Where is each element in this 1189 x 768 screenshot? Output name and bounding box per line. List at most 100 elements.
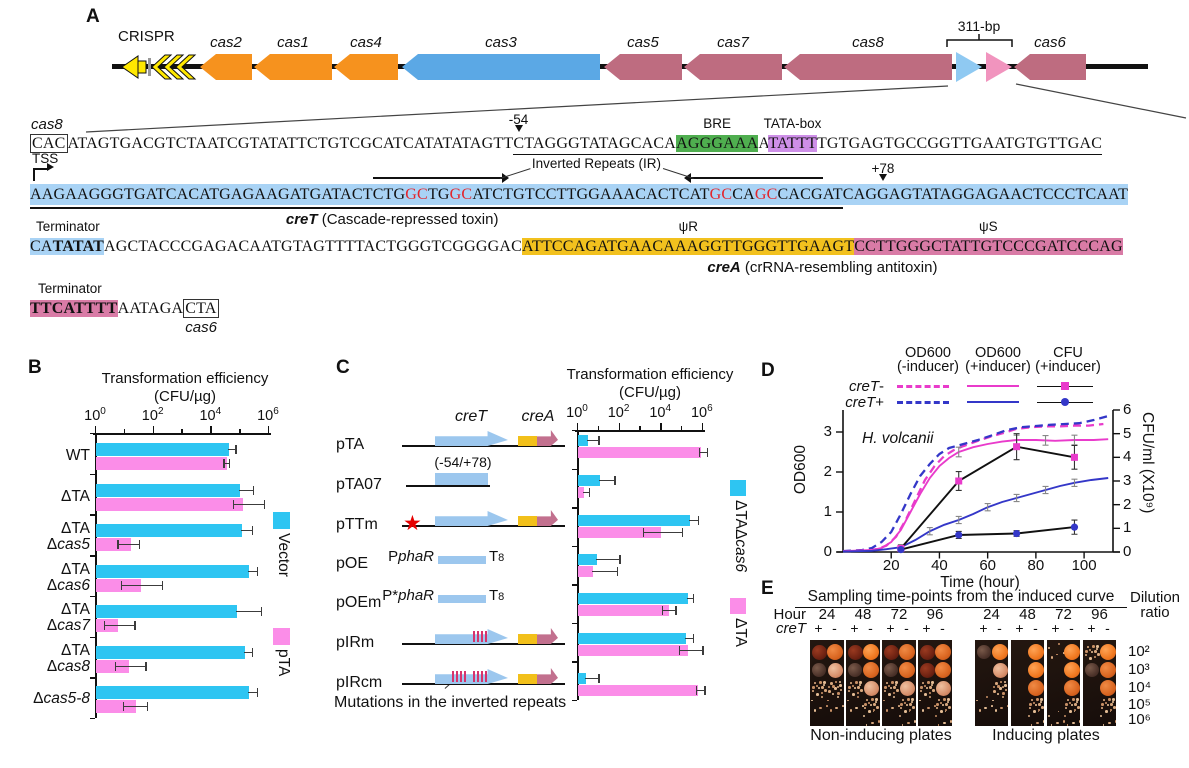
cret-minus-sign: - bbox=[1033, 620, 1038, 636]
terminator2-seq: TTCATTTT bbox=[30, 300, 118, 317]
gene-label-cas2: cas2 bbox=[210, 34, 242, 51]
colony-dot bbox=[864, 707, 866, 709]
seq-segment: ATAGTGACGTCTAATCGTATATTCTGTCGCATCATATATA… bbox=[67, 135, 514, 152]
colony-dot bbox=[994, 709, 998, 712]
error-bar bbox=[643, 531, 683, 534]
gene-label-cas7: cas7 bbox=[717, 34, 749, 51]
psiS-seq: CCTTGGGCTATTGTCCCGATCCCAG bbox=[854, 238, 1123, 255]
panel-b-title: Transformation efficiency bbox=[101, 370, 269, 387]
bar-ΔTA bbox=[578, 645, 689, 656]
colony-spot bbox=[883, 644, 899, 660]
construct-label-pIRm: pIRm bbox=[336, 634, 375, 651]
error-bar bbox=[598, 479, 616, 482]
creA-box bbox=[518, 634, 537, 644]
d-xaxis-label: Time (hour) bbox=[940, 574, 1020, 591]
colony-dot bbox=[839, 684, 842, 687]
bar-ΔTAΔcas6 bbox=[578, 515, 691, 526]
ir-mutation-stripe bbox=[473, 671, 476, 682]
fragment-note: (-54/+78) bbox=[434, 454, 492, 470]
ir1-arrow-icon bbox=[372, 172, 510, 184]
error-cap bbox=[643, 528, 645, 537]
group-tick bbox=[90, 514, 95, 516]
error-cap bbox=[707, 448, 709, 457]
error-cap bbox=[598, 436, 600, 445]
colony-dot bbox=[864, 703, 867, 706]
error-cap bbox=[256, 567, 259, 576]
colony-spot bbox=[1100, 680, 1116, 696]
colony-dot bbox=[1079, 720, 1080, 723]
colony-dot bbox=[1057, 642, 1060, 646]
colony-dot bbox=[991, 705, 993, 707]
colony-dot bbox=[1101, 707, 1103, 709]
colony-dot bbox=[948, 706, 951, 709]
legend-label-dtadcas6: ΔTAΔcas6 bbox=[732, 500, 749, 573]
d-legend-col3-header: CFU bbox=[1053, 345, 1083, 361]
bre-seq: AGGGAAA bbox=[676, 135, 759, 152]
group-tick bbox=[572, 622, 577, 625]
h-volcanii-annotation: H. volcanii bbox=[862, 430, 934, 447]
dilution-value: 10⁴ bbox=[1128, 679, 1152, 696]
d-legend-row1-label: creT- bbox=[826, 378, 884, 395]
colony-spot bbox=[1028, 680, 1044, 696]
creT-arrow bbox=[435, 431, 508, 446]
colony-dot bbox=[936, 703, 939, 706]
colony-dot bbox=[891, 706, 894, 709]
colony-dot bbox=[1089, 649, 1091, 651]
colony-spot bbox=[848, 663, 862, 677]
colony-dot bbox=[848, 690, 850, 692]
colony-dot bbox=[866, 699, 868, 701]
axis-tick bbox=[210, 426, 212, 433]
colony-dot bbox=[943, 721, 946, 724]
error-cap bbox=[697, 516, 699, 525]
seq-segment: TGTGAGTGCCGGTTGAATGTGTTGAC bbox=[816, 135, 1103, 152]
cret-plus-sign: + bbox=[922, 620, 931, 636]
colony-dot bbox=[878, 720, 880, 723]
colony-dot bbox=[999, 687, 1002, 690]
mutated-base: GC bbox=[754, 186, 778, 203]
colony-dot bbox=[909, 703, 912, 706]
dilution-value: 10² bbox=[1128, 643, 1150, 660]
colony-dot bbox=[873, 709, 875, 711]
error-cap bbox=[134, 621, 136, 630]
colony-dot bbox=[863, 714, 866, 718]
colony-dot bbox=[891, 681, 894, 684]
gene-label-cas1: cas1 bbox=[277, 34, 309, 51]
colony-dot bbox=[835, 706, 838, 709]
creA-column-header: creA bbox=[521, 408, 555, 425]
d-legend-line-solid-magenta bbox=[967, 385, 1019, 387]
category-label: ΔTA bbox=[60, 487, 90, 505]
ir-mutation-stripe bbox=[456, 671, 459, 682]
colony-dot bbox=[924, 685, 926, 687]
creA-arrow bbox=[537, 510, 558, 526]
d-ytick-label: 0 bbox=[823, 543, 832, 560]
d-error-bar bbox=[1013, 434, 1020, 446]
colony-dot bbox=[911, 698, 914, 701]
colony-dot bbox=[901, 724, 904, 726]
error-cap bbox=[235, 445, 237, 454]
colony-spot bbox=[827, 662, 843, 678]
panel-c-title: Transformation efficiency bbox=[566, 366, 734, 383]
colony-dot bbox=[896, 689, 899, 692]
error-bar bbox=[121, 584, 163, 587]
colony-dot bbox=[906, 704, 908, 706]
creT-arrow bbox=[435, 629, 508, 644]
d-ytick-label: 1 bbox=[823, 503, 832, 520]
error-cap bbox=[264, 500, 266, 509]
construct-label-pTTm: pTTm bbox=[336, 516, 378, 533]
colony-dot bbox=[871, 698, 874, 701]
ir-mutation-stripe bbox=[481, 631, 484, 642]
colony-spot bbox=[1100, 662, 1116, 678]
cret-minus-sign: - bbox=[997, 620, 1002, 636]
hour-value: 48 bbox=[854, 606, 872, 623]
colony-dot bbox=[920, 686, 923, 689]
seq-segment: TG bbox=[427, 186, 450, 203]
colony-dot bbox=[868, 702, 870, 704]
colony-dot bbox=[1110, 703, 1113, 706]
colony-dot bbox=[842, 705, 844, 707]
311bp-bracket bbox=[946, 34, 1013, 47]
colony-dot bbox=[1091, 651, 1093, 653]
colony-dot bbox=[900, 707, 902, 709]
seq-segment: AGCTACCCGAGACAATGTAGTTTTACTGGGTCGGGGAC bbox=[104, 238, 522, 255]
seq-segment: CA bbox=[30, 238, 53, 255]
colony-dot bbox=[888, 685, 890, 687]
